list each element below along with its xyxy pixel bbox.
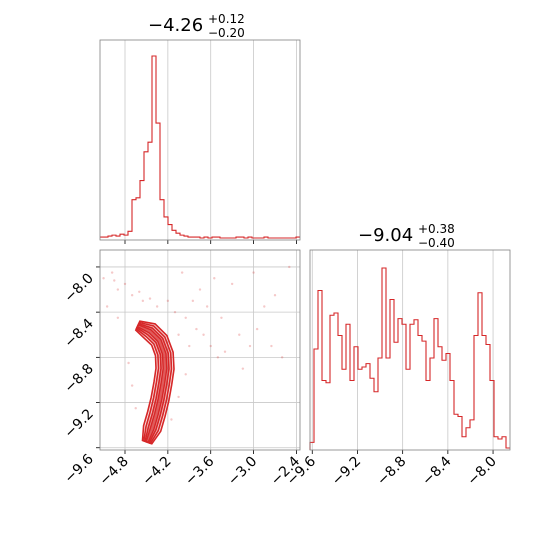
scatter-y-tick-label: −8.4 <box>61 316 96 351</box>
scatter-point <box>198 288 202 291</box>
scatter-point <box>195 327 198 331</box>
density-contour-core <box>136 323 168 444</box>
right-hist-tick-label: −8.8 <box>374 454 409 489</box>
scatter-point <box>123 282 127 286</box>
scatter-point <box>127 361 130 365</box>
scatter-point <box>280 356 284 359</box>
scatter-point <box>209 344 212 348</box>
scatter-point <box>134 406 137 410</box>
scatter-x-tick-label: −3.6 <box>182 453 217 488</box>
right-hist-tick-label: −8.4 <box>419 453 454 488</box>
scatter-x-tick-label: −3.0 <box>225 454 260 489</box>
scatter-point <box>116 316 120 319</box>
scatter-point <box>263 305 266 308</box>
scatter-y-tick-label: −9.2 <box>61 406 96 441</box>
scatter-point <box>213 277 216 280</box>
top-hist-steps <box>100 55 300 239</box>
scatter-y-tick-label: −9.6 <box>61 451 96 486</box>
scatter-point <box>191 299 195 303</box>
scatter-point <box>130 293 134 297</box>
scatter-point <box>248 344 252 348</box>
scatter-point <box>141 299 145 303</box>
scatter-point <box>288 265 291 269</box>
scatter-x-tick-label: −4.8 <box>96 454 131 489</box>
scatter-point <box>138 290 141 294</box>
top-hist-frame <box>99 39 301 241</box>
top-hist-title: −4.26 <box>148 15 203 36</box>
scatter-point <box>130 384 134 387</box>
right-hist-tick-label: −9.2 <box>329 454 364 489</box>
scatter-point <box>110 271 114 274</box>
scatter-x-tick-label: −4.2 <box>139 454 174 489</box>
scatter-point <box>255 327 259 331</box>
scatter-point <box>184 373 187 376</box>
scatter-point <box>113 279 116 282</box>
right-hist-title-plus: +0.38 <box>418 222 455 236</box>
scatter-point <box>148 297 152 300</box>
right-hist-steps <box>309 267 510 450</box>
right-hist-tick-label: −8.0 <box>465 454 500 489</box>
scatter-point <box>173 310 177 314</box>
scatter-frame <box>99 249 301 451</box>
top-hist-title-plus: +0.12 <box>208 12 245 26</box>
scatter-y-tick-label: −8.8 <box>61 361 96 396</box>
scatter-point <box>220 316 223 319</box>
scatter-point <box>238 333 241 336</box>
scatter-point <box>177 395 180 399</box>
scatter-point <box>188 344 191 348</box>
scatter-point <box>170 418 173 421</box>
scatter-point <box>116 288 120 291</box>
scatter-point <box>166 299 170 303</box>
scatter-point <box>230 282 234 286</box>
right-hist-title: −9.04 <box>358 225 413 246</box>
scatter-point <box>252 271 255 274</box>
scatter-point <box>102 277 105 280</box>
right-hist-frame <box>309 249 511 451</box>
scatter-point <box>177 333 180 336</box>
scatter-point <box>216 356 220 359</box>
scatter-point <box>180 271 184 274</box>
scatter-point <box>155 305 159 308</box>
scatter-point <box>270 344 273 348</box>
scatter-point <box>205 305 209 308</box>
scatter-point <box>202 333 205 336</box>
scatter-point <box>105 305 109 308</box>
scatter-point <box>184 316 187 319</box>
scatter-y-tick-label: −8.0 <box>61 270 96 305</box>
density-contour-inner <box>135 322 170 444</box>
scatter-point <box>273 293 277 297</box>
top-hist-title-minus: −0.20 <box>208 26 245 40</box>
right-hist-title-minus: −0.40 <box>418 236 455 250</box>
scatter-point <box>223 350 227 353</box>
scatter-point <box>241 367 245 370</box>
